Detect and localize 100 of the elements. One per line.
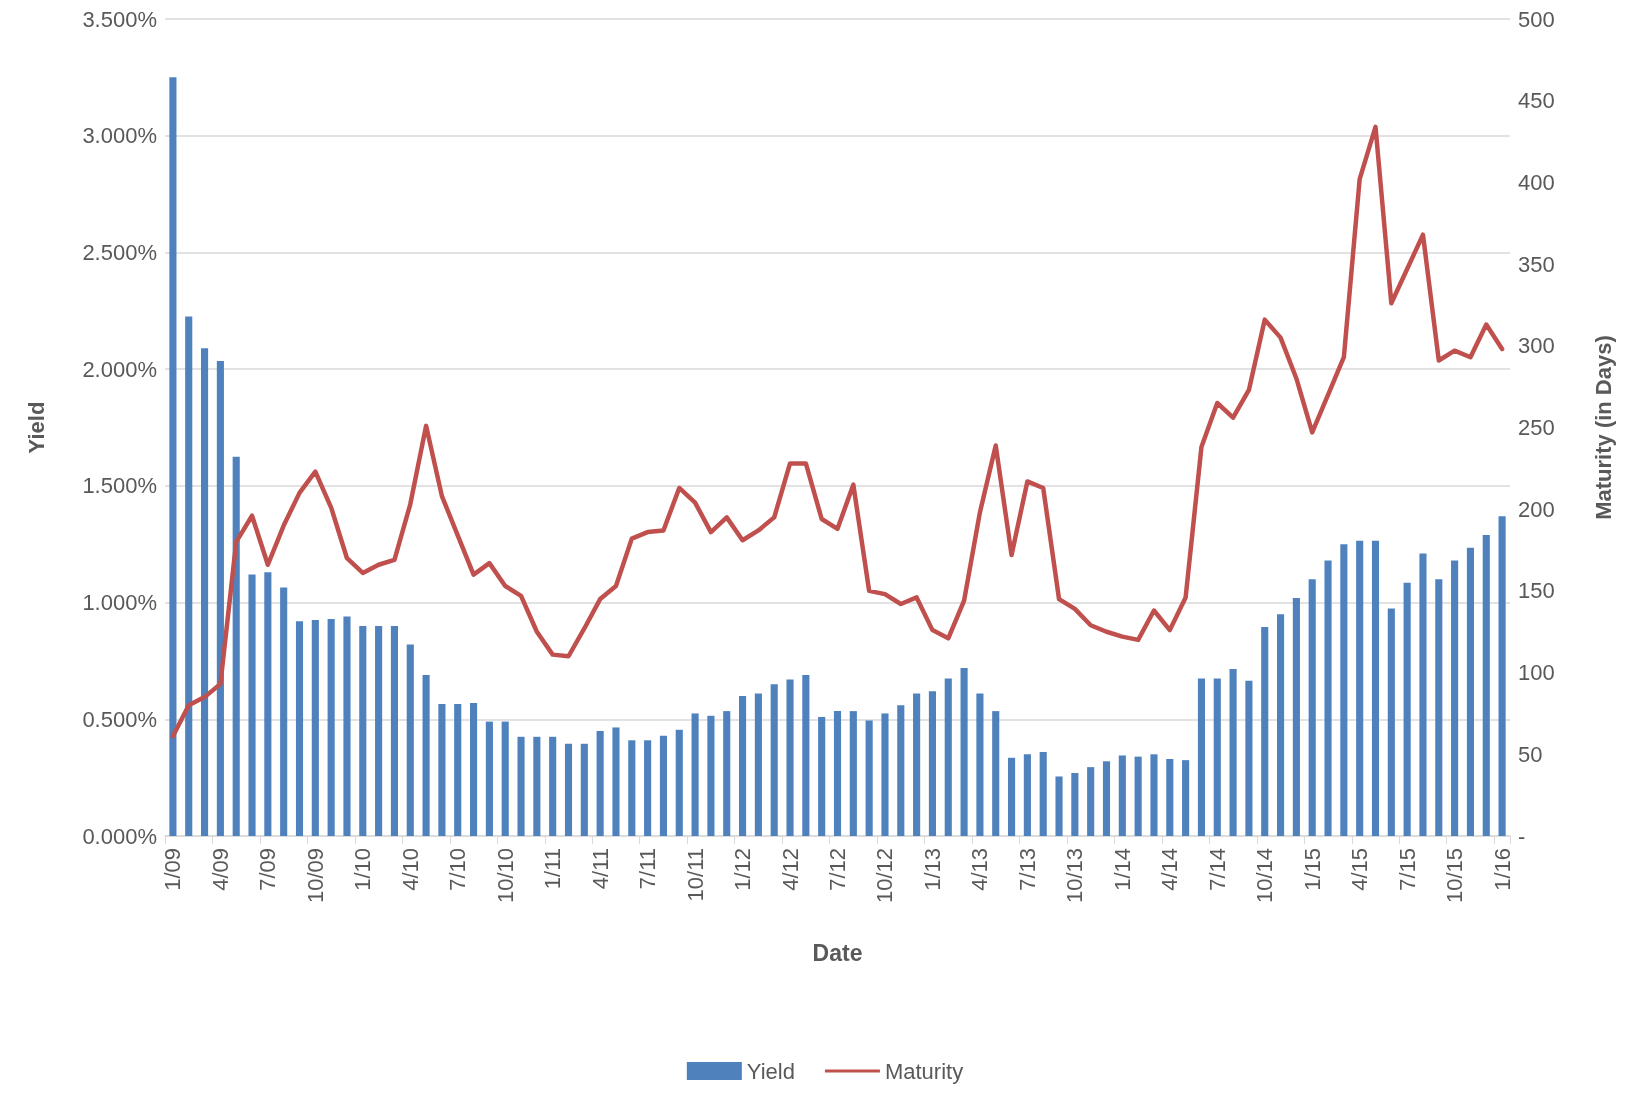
x-tick-label: 1/15 — [1299, 848, 1325, 891]
bar — [1277, 614, 1285, 836]
bar — [1197, 678, 1205, 836]
x-tick-label: 10/11 — [682, 848, 708, 902]
bar — [1340, 544, 1348, 836]
bar — [612, 727, 620, 836]
bar — [1087, 767, 1095, 836]
bar — [549, 736, 557, 836]
bar — [833, 711, 842, 836]
bar — [913, 693, 921, 836]
bar — [454, 704, 462, 836]
bar — [422, 674, 430, 836]
bar — [802, 674, 810, 836]
y-tick-label: 3.500% — [82, 6, 157, 32]
bar — [691, 713, 699, 836]
x-tick-label: 7/09 — [255, 848, 281, 891]
bar — [1419, 553, 1427, 836]
x-tick-label: 4/09 — [207, 848, 233, 891]
bar — [1371, 540, 1380, 836]
bar — [1292, 597, 1300, 836]
bar — [1008, 757, 1016, 836]
y-tick-label: 0.500% — [82, 706, 157, 732]
x-tick-label: 10/09 — [302, 848, 328, 904]
bar — [169, 77, 177, 836]
bar — [327, 618, 335, 836]
x-tick-label: 7/10 — [445, 848, 471, 891]
y2-tick-label: - — [1518, 823, 1526, 849]
x-tick-label: 1/09 — [160, 848, 186, 891]
x-tick-label: 10/13 — [1062, 848, 1088, 904]
bar — [786, 679, 794, 836]
bar — [580, 743, 588, 836]
bar — [470, 702, 478, 836]
y-tick-label: 1.000% — [82, 590, 157, 616]
bar — [659, 735, 667, 836]
y-axis-title: Yield — [23, 401, 49, 454]
line-series — [170, 124, 1505, 739]
bar — [818, 716, 826, 836]
bar — [1498, 516, 1506, 836]
bar — [216, 360, 224, 836]
bar — [944, 678, 952, 836]
legend-label: Maturity — [884, 1058, 964, 1084]
bar — [707, 715, 715, 836]
bar — [1023, 754, 1031, 836]
x-tick-label: 7/15 — [1394, 848, 1420, 891]
y2-tick-label: 400 — [1518, 169, 1555, 195]
bar — [865, 720, 873, 836]
bar — [564, 743, 573, 836]
y2-tick-label: 300 — [1518, 333, 1555, 359]
bar — [185, 316, 193, 836]
y2-tick-label: 50 — [1518, 741, 1543, 767]
y-tick-label: 1.500% — [82, 473, 157, 499]
bar — [406, 644, 414, 836]
bar — [501, 721, 509, 836]
x-tick-label: 1/16 — [1489, 848, 1515, 891]
bar — [280, 587, 288, 836]
x-tick-label: 1/10 — [350, 848, 376, 891]
bar — [1356, 540, 1364, 836]
bar — [723, 711, 731, 836]
y2-tick-label: 350 — [1518, 251, 1555, 277]
bar — [1055, 776, 1063, 836]
bar — [1182, 760, 1190, 836]
x-axis-title: Date — [812, 939, 863, 966]
bar — [343, 616, 351, 836]
bar — [295, 621, 304, 836]
y2-tick-label: 200 — [1518, 496, 1555, 522]
bar — [1166, 758, 1174, 836]
bar — [992, 711, 1000, 836]
bar — [1118, 755, 1126, 836]
bar — [770, 684, 778, 836]
bar — [628, 740, 636, 836]
bar — [1150, 754, 1158, 836]
bar — [928, 691, 936, 836]
bar — [359, 625, 367, 836]
x-tick-label: 1/13 — [919, 848, 945, 891]
bar — [1387, 608, 1395, 836]
bar — [1324, 560, 1332, 836]
x-tick-label: 4/11 — [587, 848, 613, 890]
bar — [1213, 678, 1221, 836]
bar — [438, 704, 446, 836]
y2-tick-label: 250 — [1518, 415, 1555, 440]
bar — [533, 736, 541, 836]
bar — [849, 711, 857, 836]
bar — [1482, 534, 1490, 836]
bar — [1451, 560, 1459, 836]
bar — [264, 572, 272, 836]
bar — [754, 693, 762, 836]
y-tick-label: 0.000% — [82, 823, 157, 849]
y2-tick-label: 100 — [1518, 660, 1555, 686]
bar — [1466, 547, 1474, 836]
y2-tick-label: 500 — [1518, 6, 1555, 32]
x-tick-label: 4/13 — [967, 848, 993, 891]
bar — [1229, 669, 1237, 836]
bar — [232, 456, 240, 836]
bar — [390, 625, 398, 836]
bar — [739, 695, 747, 836]
x-tick-label: 1/11 — [540, 848, 566, 890]
x-tick-label: 7/13 — [1014, 848, 1040, 891]
x-tick-label: 10/10 — [492, 848, 518, 904]
bar — [1071, 772, 1079, 836]
x-tick-label: 10/12 — [872, 848, 898, 904]
